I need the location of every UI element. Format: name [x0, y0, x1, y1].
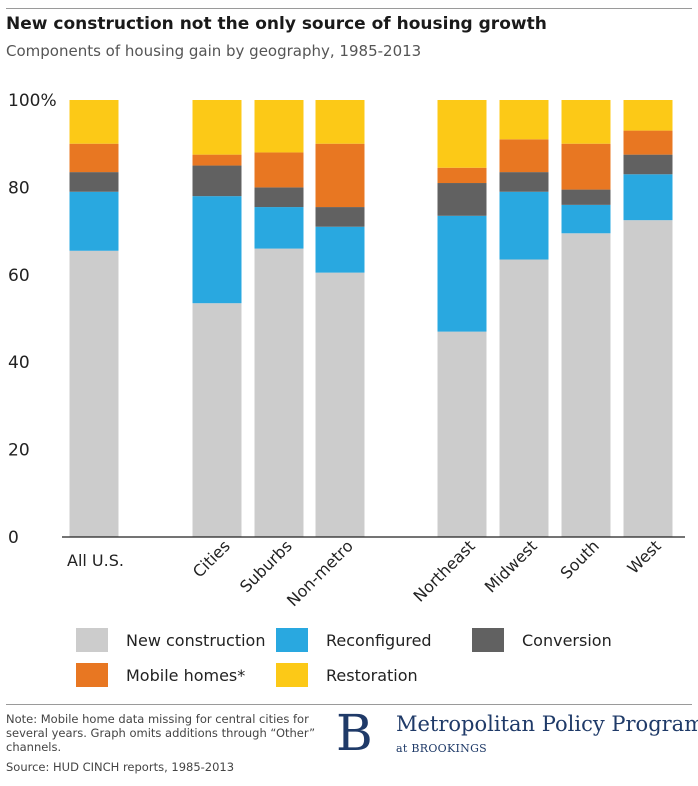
- bar-segment: [623, 130, 673, 155]
- y-tick-label: 100%: [8, 91, 57, 111]
- bar-segment: [437, 100, 487, 168]
- legend-item-conversion: Conversion: [472, 628, 612, 652]
- bar-segment: [499, 139, 549, 173]
- bar-segment: [499, 172, 549, 192]
- program-affiliation: at BROOKINGS: [396, 742, 487, 755]
- bar-segment: [623, 174, 673, 221]
- legend-label: Restoration: [326, 665, 418, 685]
- bar-segment: [69, 191, 119, 251]
- legend-swatch: [472, 628, 504, 652]
- x-tick-label: All U.S.: [67, 551, 124, 570]
- y-tick-label: 60: [8, 266, 30, 286]
- legend-item-restoration: Restoration: [276, 663, 418, 687]
- bar-segment: [499, 259, 549, 537]
- legend-swatch: [76, 663, 108, 687]
- x-tick-label: Non-metro: [283, 536, 357, 610]
- source-note: Source: HUD CINCH reports, 1985-2013: [6, 760, 235, 774]
- bar-segment: [437, 167, 487, 184]
- bar-segment: [315, 207, 365, 227]
- bar-segment: [561, 100, 611, 144]
- chart-title: New construction not the only source of …: [6, 14, 547, 34]
- bar-segment: [192, 196, 242, 304]
- legend-label: Mobile homes*: [126, 665, 246, 685]
- y-tick-label: 20: [8, 441, 30, 461]
- bar-segment: [192, 154, 242, 166]
- y-tick-label: 0: [8, 528, 19, 548]
- bar-segment: [315, 143, 365, 208]
- bar-segment: [623, 154, 673, 175]
- x-tick-label: Midwest: [481, 536, 541, 596]
- bar-segment: [254, 100, 304, 153]
- x-tick-label: South: [557, 536, 603, 582]
- bar-segment: [192, 100, 242, 155]
- top-rule: [6, 8, 692, 9]
- x-tick-label: West: [624, 536, 665, 577]
- bar-segment: [69, 143, 119, 173]
- legend-swatch: [276, 628, 308, 652]
- bar-segment: [69, 100, 119, 144]
- x-tick-label: Cities: [189, 536, 234, 581]
- bar-segment: [315, 272, 365, 537]
- legend-label: Conversion: [522, 630, 612, 650]
- legend-item-reconfigured: Reconfigured: [276, 628, 432, 652]
- x-tick-label: Suburbs: [236, 536, 296, 596]
- legend-swatch: [276, 663, 308, 687]
- bar-segment: [623, 220, 673, 538]
- bar-segment: [437, 215, 487, 332]
- bar-segment: [437, 331, 487, 537]
- bar-segment: [499, 100, 549, 140]
- bar-segment: [561, 233, 611, 537]
- bar-segment: [69, 250, 119, 537]
- bar-segment: [315, 100, 365, 144]
- bar-segment: [254, 187, 304, 208]
- bar-segment: [561, 189, 611, 205]
- bar-segment: [192, 303, 242, 537]
- x-tick-label: Northeast: [410, 536, 479, 605]
- program-name: Metropolitan Policy Program: [396, 712, 698, 736]
- brookings-logo-letter: B: [336, 704, 373, 762]
- legend-item-new-construction: New construction: [76, 628, 265, 652]
- bar-segment: [561, 204, 611, 234]
- bar-segment: [69, 172, 119, 192]
- bar-segment: [499, 191, 549, 260]
- y-tick-label: 40: [8, 353, 30, 373]
- bar-segment: [192, 165, 242, 197]
- bar-segment: [437, 183, 487, 216]
- legend-label: New construction: [126, 630, 266, 650]
- bar-segment: [254, 207, 304, 249]
- bar-segment: [561, 143, 611, 190]
- bar-segment: [254, 152, 304, 188]
- stacked-bar-chart: 0 20 40 60 80 100% All U.S. Cities SuburbsNon-me…: [8, 91, 685, 610]
- chart-subtitle: Components of housing gain by geography,…: [6, 42, 422, 60]
- bar-segment: [254, 248, 304, 537]
- footnote: Note: Mobile home data missing for centr…: [6, 712, 316, 754]
- legend-label: Reconfigured: [326, 630, 432, 650]
- legend-swatch: [76, 628, 108, 652]
- bar-segment: [623, 100, 673, 131]
- y-tick-label: 80: [8, 178, 30, 198]
- bottom-rule: [6, 704, 692, 705]
- bar-segment: [315, 226, 365, 273]
- legend-item-mobile-homes: Mobile homes*: [76, 663, 245, 687]
